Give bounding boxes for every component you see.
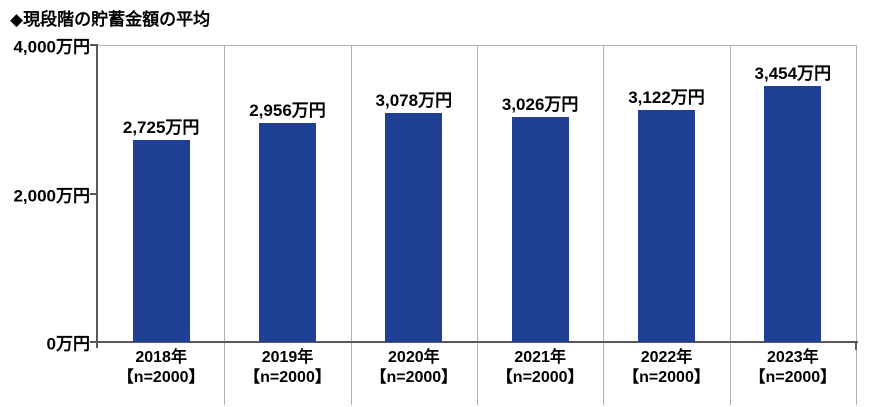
x-axis-line [96,341,858,343]
bar [764,85,822,342]
y-axis-line [96,45,98,348]
y-axis-tick [90,192,98,195]
x-axis-end-tick [855,341,857,350]
bar-value-label: 2,956万円 [249,100,326,120]
column-separator [224,45,226,405]
x-axis-label-n: 【n=2000】 [117,369,205,386]
x-axis-label-n: 【n=2000】 [749,369,837,386]
y-axis-tick [90,44,98,46]
x-axis-label-n: 【n=2000】 [623,369,710,386]
x-axis-label: 2020年【n=2000】 [370,348,457,388]
bar [511,117,569,342]
x-axis-label-n: 【n=2000】 [244,369,331,386]
x-axis-label-year: 2021年 [514,349,566,366]
bar-value-label: 3,026万円 [501,95,579,115]
x-axis-label-year: 2023年 [767,349,819,366]
x-axis-label-year: 2018年 [135,349,187,366]
x-axis-label-n: 【n=2000】 [370,369,458,386]
bar-value-label: 3,122万円 [628,88,705,108]
x-axis-label-year: 2019年 [261,349,314,366]
bar [132,139,190,342]
column-separator [477,45,478,405]
x-axis-label-year: 2022年 [640,349,693,366]
bar-value-label: 2,725万円 [122,117,200,137]
bar-value-label: 3,454万円 [754,63,832,83]
column-separator [856,45,857,405]
x-axis-label: 2023年【n=2000】 [749,348,836,388]
column-separator [603,45,605,405]
x-axis-label-year: 2020年 [388,349,440,366]
x-axis-label: 2019年【n=2000】 [244,348,331,388]
x-axis-label: 2022年【n=2000】 [623,348,710,388]
bar-value-label: 3,078万円 [375,91,453,111]
y-axis-tick-label: 2,000万円 [13,186,90,205]
x-axis-label: 2018年【n=2000】 [118,348,205,388]
column-separator [350,45,352,405]
column-separator [729,45,731,405]
y-axis-tick [90,341,98,343]
y-axis-tick-label: 0万円 [46,334,90,354]
bar [385,113,443,342]
x-axis-label: 2021年【n=2000】 [497,348,584,388]
x-axis-label-n: 【n=2000】 [496,369,584,386]
bar [638,110,695,342]
y-axis-tick-label: 4,000万円 [13,37,90,57]
bar [259,122,316,342]
chart-title: ◆現段階の貯蓄金額の平均 [10,10,211,29]
